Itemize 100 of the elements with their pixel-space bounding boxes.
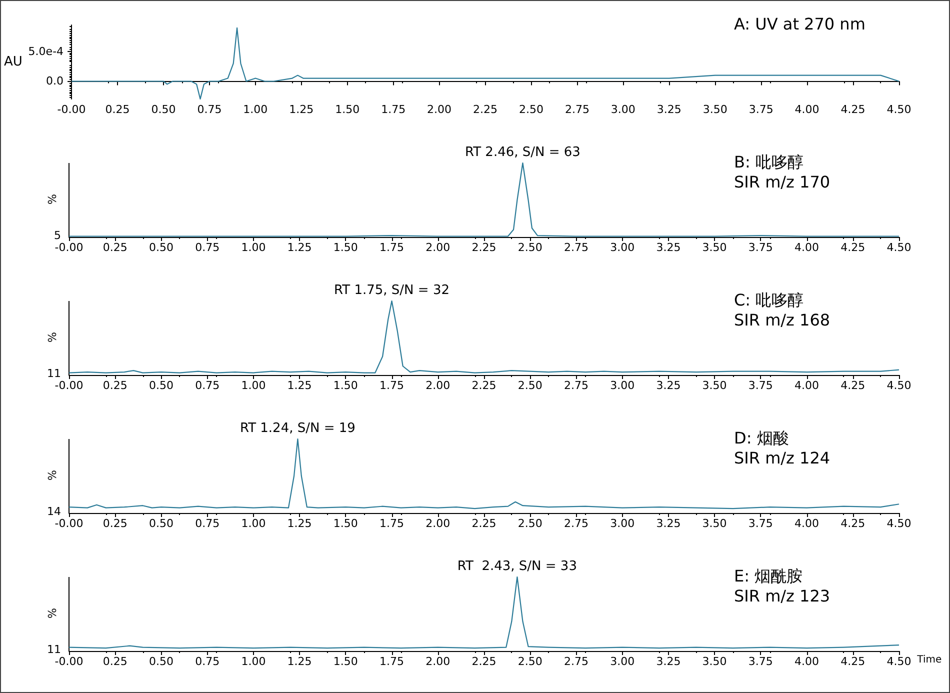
x-tick-label: -0.00 — [54, 241, 84, 254]
y-axis-title: AU — [4, 54, 22, 70]
x-tick-label: 3.75 — [748, 103, 774, 116]
x-tick-label: 4.25 — [840, 241, 866, 254]
x-tick-label: 1.50 — [333, 517, 358, 530]
x-tick-label: 4.00 — [794, 103, 820, 116]
x-tick-label: 4.25 — [840, 517, 866, 530]
x-tick-label: 2.75 — [564, 379, 588, 392]
x-tick-label: 3.00 — [610, 517, 635, 530]
x-tick-label: 2.00 — [426, 655, 450, 668]
x-tick-label: 4.00 — [794, 379, 820, 392]
x-tick-label: 1.25 — [287, 517, 312, 530]
x-tick-label: 0.50 — [148, 517, 174, 530]
x-tick-label: 2.75 — [564, 103, 590, 116]
text: 11 — [47, 367, 61, 380]
x-tick-label: 0.75 — [197, 103, 222, 116]
x-tick-label: 4.25 — [840, 379, 866, 392]
x-tick-label: 3.00 — [610, 103, 636, 116]
x-tick-label: 3.25 — [656, 103, 682, 116]
x-axis-title: Time — [916, 654, 942, 666]
y-axis-title: % — [46, 332, 59, 342]
x-tick-label: 1.00 — [243, 103, 268, 116]
x-tick-label: 3.00 — [610, 379, 635, 392]
annotation: RT 2.46, S/N = 63 — [465, 145, 580, 160]
x-tick-label: 1.00 — [241, 241, 266, 254]
x-tick-label: 1.75 — [381, 103, 406, 116]
x-tick-label: 2.25 — [472, 241, 496, 254]
x-tick-label: 3.25 — [656, 517, 681, 530]
x-tick-label: 2.25 — [472, 655, 496, 668]
x-tick-label: 2.25 — [472, 379, 496, 392]
x-tick-label: 2.00 — [426, 241, 450, 254]
chart-title: B: 吡哆醇 — [734, 152, 804, 172]
x-tick-label: 3.50 — [702, 103, 728, 116]
x-tick-label: 2.50 — [518, 103, 544, 116]
chart-title: D: 烟酸 — [734, 428, 789, 448]
x-tick-label: 3.75 — [748, 379, 773, 392]
x-tick-label: 1.25 — [287, 241, 312, 254]
x-tick-label: 2.75 — [564, 241, 588, 254]
x-tick-label: 1.50 — [333, 241, 358, 254]
x-tick-label: 3.25 — [656, 241, 681, 254]
x-tick-label: 1.25 — [287, 379, 312, 392]
x-tick-label: 1.75 — [380, 655, 404, 668]
x-tick-label: 2.25 — [473, 103, 498, 116]
x-tick-label: 4.00 — [794, 517, 820, 530]
x-tick-label: 0.25 — [102, 655, 128, 668]
text: SIR m/z 168 — [734, 310, 830, 330]
x-tick-label: 3.25 — [656, 379, 681, 392]
text: 5 — [54, 229, 61, 242]
x-tick-label: 0.25 — [102, 517, 128, 530]
x-tick-label: 2.00 — [426, 517, 450, 530]
x-tick-label: 2.75 — [564, 517, 588, 530]
x-tick-label: 1.75 — [380, 517, 404, 530]
x-tick-label: 1.50 — [333, 379, 358, 392]
x-tick-label: 4.50 — [886, 379, 912, 392]
x-tick-label: 0.25 — [102, 241, 128, 254]
x-tick-label: 4.00 — [794, 241, 820, 254]
y-axis-title: % — [46, 470, 59, 480]
x-tick-label: 2.50 — [518, 241, 542, 254]
x-tick-label: 1.75 — [380, 379, 404, 392]
x-tick-label: 0.25 — [102, 379, 128, 392]
x-tick-label: 1.00 — [241, 379, 266, 392]
x-tick-label: 0.50 — [148, 655, 174, 668]
chart-title: A: UV at 270 nm — [734, 14, 866, 34]
x-tick-label: 4.50 — [886, 241, 912, 254]
x-tick-label: 2.25 — [472, 517, 496, 530]
x-tick-label: -0.00 — [57, 103, 86, 116]
text: SIR m/z 170 — [734, 172, 830, 192]
x-tick-label: 4.25 — [840, 103, 866, 116]
x-tick-label: -0.00 — [54, 379, 84, 392]
x-tick-label: 0.75 — [195, 655, 220, 668]
x-tick-label: 0.50 — [148, 379, 174, 392]
x-tick-label: 0.75 — [195, 241, 220, 254]
x-tick-label: 1.25 — [289, 103, 314, 116]
x-tick-label: 2.50 — [518, 655, 542, 668]
x-tick-label: 2.75 — [564, 655, 588, 668]
x-tick-label: 0.75 — [195, 379, 220, 392]
x-tick-label: 1.50 — [333, 655, 358, 668]
x-tick-label: 0.25 — [105, 103, 130, 116]
annotation: RT 2.43, S/N = 33 — [457, 559, 577, 574]
x-tick-label: -0.00 — [54, 517, 84, 530]
x-tick-label: 0.75 — [195, 517, 220, 530]
x-tick-label: 2.50 — [518, 517, 542, 530]
x-tick-label: 1.00 — [241, 517, 266, 530]
x-tick-label: 0.50 — [151, 103, 176, 116]
y-tick-label: 5.0e-4 — [28, 45, 64, 58]
annotation: RT 1.75, S/N = 32 — [334, 283, 450, 298]
x-tick-label: 3.50 — [702, 655, 727, 668]
x-tick-label: 4.50 — [886, 655, 912, 668]
y-axis-title: % — [46, 608, 59, 618]
x-tick-label: 1.25 — [287, 655, 312, 668]
x-tick-label: 1.50 — [335, 103, 360, 116]
chart-title: E: 烟酰胺 — [734, 566, 803, 586]
x-tick-label: 1.00 — [241, 655, 266, 668]
x-tick-label: 3.00 — [610, 655, 635, 668]
x-tick-label: 3.75 — [748, 655, 773, 668]
text: 11 — [47, 643, 61, 656]
x-tick-label: 3.50 — [702, 241, 727, 254]
y-tick-label: 0.0 — [46, 74, 64, 88]
x-tick-label: -0.00 — [54, 655, 84, 668]
x-tick-label: 2.00 — [426, 379, 450, 392]
